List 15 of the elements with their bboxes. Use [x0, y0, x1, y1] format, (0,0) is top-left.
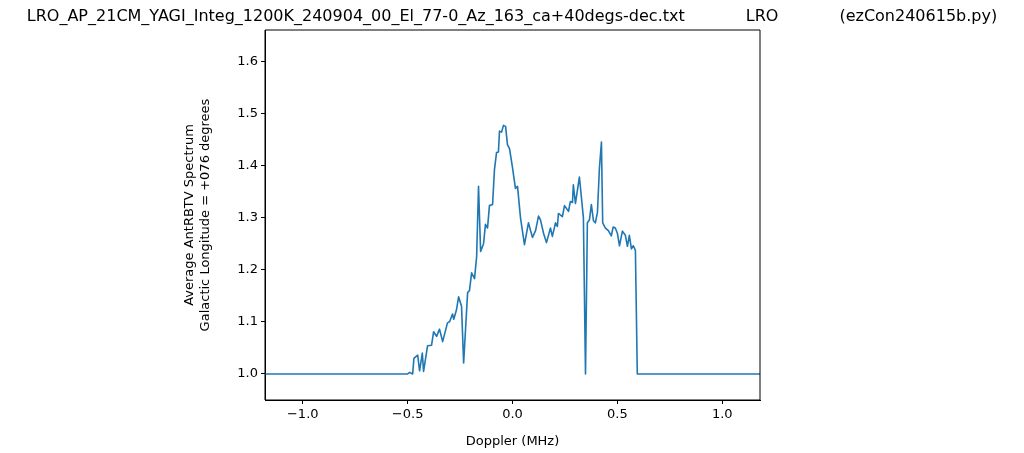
y-tick-label: 1.4 [237, 156, 258, 172]
y-tick-label: 1.3 [237, 208, 258, 224]
x-tick-label: 1.0 [711, 406, 733, 422]
y-tick-label: 1.2 [237, 261, 258, 277]
x-tick-label: 0.5 [607, 406, 628, 422]
y-tick-label: 1.1 [237, 313, 258, 329]
y-axis-title: Average AntRBTV Spectrum Galactic Longitude = +076 degrees [181, 98, 212, 332]
chart-title: LRO_AP_21CM_YAGI_Integ_1200K_240904_00_El_77-0_Az_163_ca+40degs-dec.txt LRO (ezCon240615b.py) [25, 6, 999, 25]
x-tick-label: −0.5 [391, 406, 424, 422]
x-axis-title: Doppler (MHz) [465, 432, 560, 448]
y-tick-label: 1.0 [237, 365, 258, 381]
x-tick-label: 0.0 [502, 406, 523, 422]
x-tick-label: −1.0 [286, 406, 319, 422]
y-tick-label: 1.6 [237, 52, 258, 68]
y-tick-label: 1.5 [237, 104, 258, 120]
